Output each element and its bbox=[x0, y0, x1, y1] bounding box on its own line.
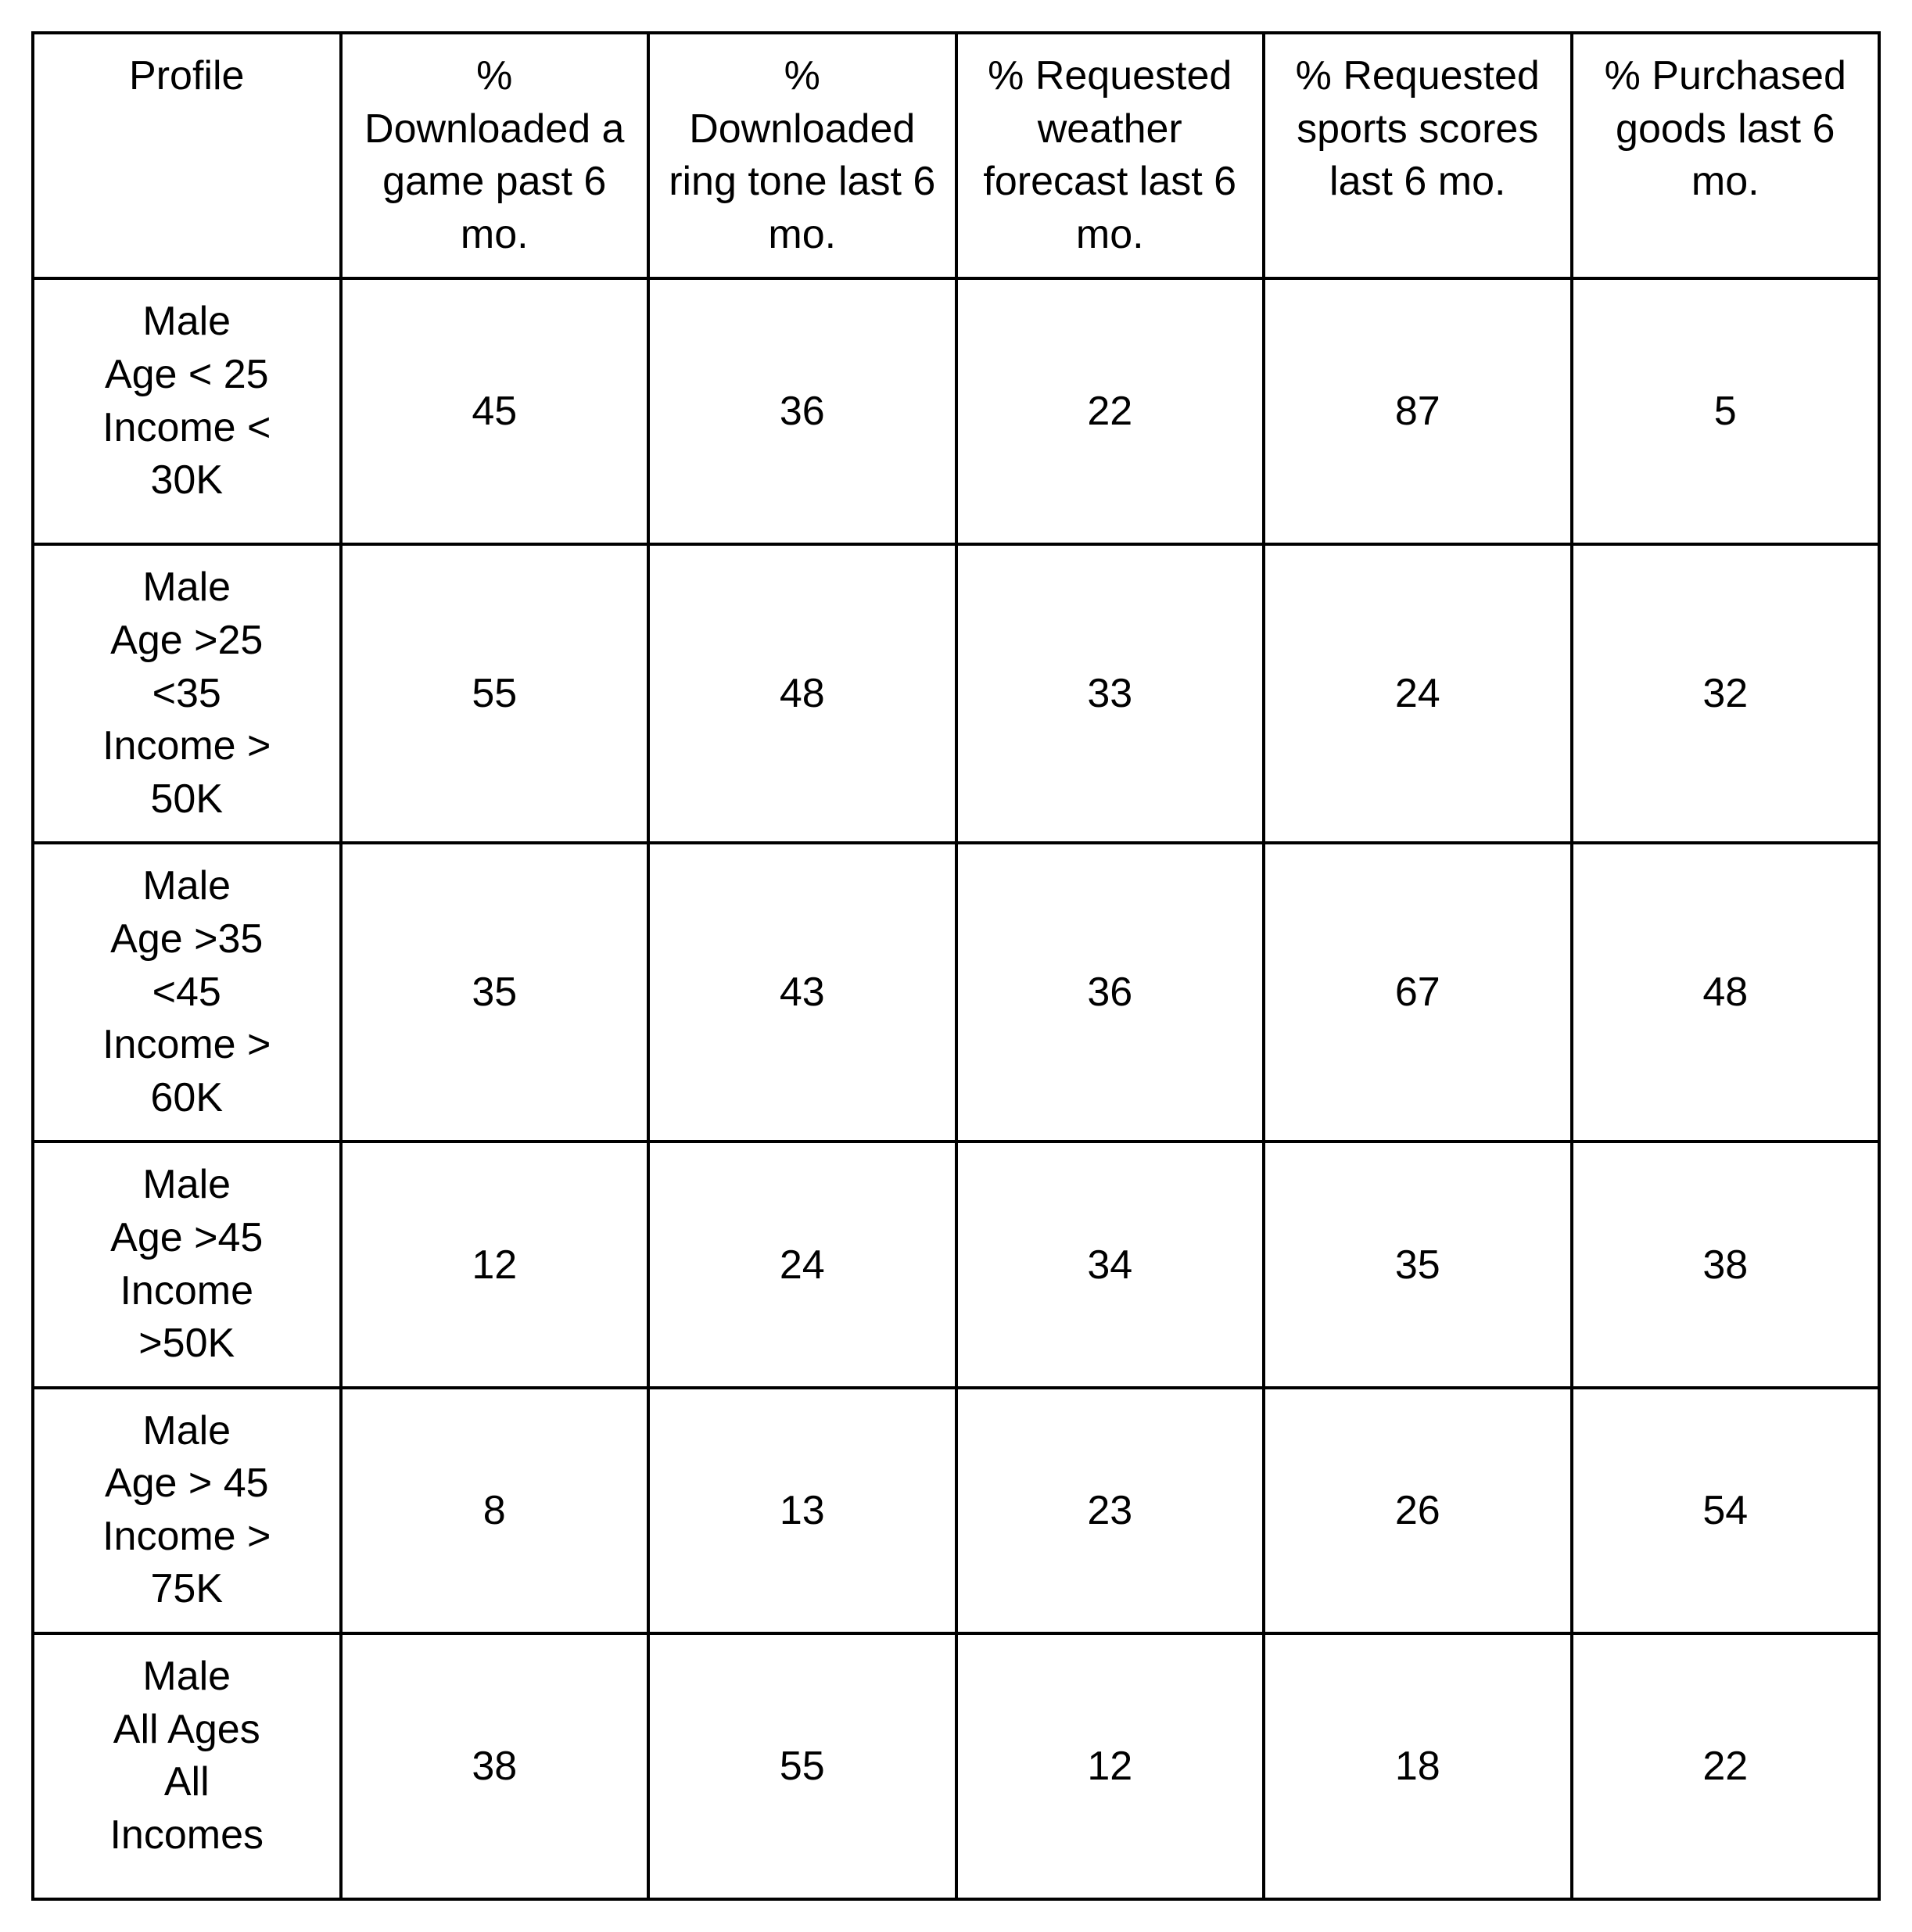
cell-value: 12 bbox=[1087, 1744, 1132, 1789]
cell-value: 8 bbox=[483, 1488, 506, 1533]
cell-value: 35 bbox=[472, 970, 517, 1015]
value-cell: 55 bbox=[341, 544, 649, 843]
header-downloaded-game: % Downloaded a game past 6 mo. bbox=[341, 33, 649, 278]
header-label: % Purchased goods last 6 mo. bbox=[1605, 53, 1846, 204]
value-cell: 5 bbox=[1572, 278, 1880, 544]
value-cell: 24 bbox=[1264, 544, 1572, 843]
table-row: Male Age >45 Income >50K 12 24 34 35 38 bbox=[33, 1142, 1879, 1387]
value-cell: 32 bbox=[1572, 544, 1880, 843]
cell-value: 12 bbox=[472, 1242, 517, 1288]
cell-value: 23 bbox=[1087, 1488, 1132, 1533]
cell-value: 22 bbox=[1702, 1744, 1748, 1789]
profile-cell: Male Age >35 <45 Income > 60K bbox=[33, 843, 341, 1142]
value-cell: 87 bbox=[1264, 278, 1572, 544]
cell-value: 38 bbox=[472, 1744, 517, 1789]
value-cell: 55 bbox=[648, 1633, 956, 1899]
value-cell: 8 bbox=[341, 1388, 649, 1633]
header-label: % Requested sports scores last 6 mo. bbox=[1296, 53, 1540, 204]
header-profile: Profile bbox=[33, 33, 341, 278]
profile-text: Male Age < 25 Income < 30K bbox=[102, 299, 271, 503]
header-label: % Downloaded a game past 6 mo. bbox=[364, 53, 624, 257]
cell-value: 36 bbox=[1087, 970, 1132, 1015]
value-cell: 48 bbox=[648, 544, 956, 843]
cell-value: 38 bbox=[1702, 1242, 1748, 1288]
table-row: Male All Ages All Incomes 38 55 12 18 22 bbox=[33, 1633, 1879, 1899]
profile-text: Male Age >25 <35 Income > 50K bbox=[102, 565, 271, 821]
header-row: Profile % Downloaded a game past 6 mo. %… bbox=[33, 33, 1879, 278]
cell-value: 87 bbox=[1395, 389, 1440, 434]
value-cell: 22 bbox=[1572, 1633, 1880, 1899]
cell-value: 5 bbox=[1714, 389, 1737, 434]
cell-value: 54 bbox=[1702, 1488, 1748, 1533]
profile-cell: Male Age > 45 Income > 75K bbox=[33, 1388, 341, 1633]
value-cell: 38 bbox=[1572, 1142, 1880, 1387]
cell-value: 48 bbox=[780, 671, 825, 716]
cell-value: 13 bbox=[780, 1488, 825, 1533]
header-downloaded-ringtone: % Downloaded ring tone last 6 mo. bbox=[648, 33, 956, 278]
header-requested-weather: % Requested weather forecast last 6 mo. bbox=[956, 33, 1265, 278]
cell-value: 24 bbox=[1395, 671, 1440, 716]
value-cell: 54 bbox=[1572, 1388, 1880, 1633]
value-cell: 35 bbox=[341, 843, 649, 1142]
profile-text: Male Age >45 Income >50K bbox=[110, 1162, 263, 1366]
header-label: Profile bbox=[129, 53, 244, 99]
value-cell: 48 bbox=[1572, 843, 1880, 1142]
value-cell: 13 bbox=[648, 1388, 956, 1633]
profile-text: Male Age >35 <45 Income > 60K bbox=[102, 863, 271, 1120]
cell-value: 35 bbox=[1395, 1242, 1440, 1288]
cell-value: 55 bbox=[780, 1744, 825, 1789]
cell-value: 36 bbox=[780, 389, 825, 434]
value-cell: 34 bbox=[956, 1142, 1265, 1387]
table-row: Male Age >35 <45 Income > 60K 35 43 36 6… bbox=[33, 843, 1879, 1142]
value-cell: 12 bbox=[341, 1142, 649, 1387]
value-cell: 43 bbox=[648, 843, 956, 1142]
table-row: Male Age >25 <35 Income > 50K 55 48 33 2… bbox=[33, 544, 1879, 843]
value-cell: 12 bbox=[956, 1633, 1265, 1899]
profile-cell: Male Age >25 <35 Income > 50K bbox=[33, 544, 341, 843]
value-cell: 36 bbox=[648, 278, 956, 544]
value-cell: 67 bbox=[1264, 843, 1572, 1142]
value-cell: 35 bbox=[1264, 1142, 1572, 1387]
table-row: Male Age < 25 Income < 30K 45 36 22 87 5 bbox=[33, 278, 1879, 544]
profile-cell: Male Age < 25 Income < 30K bbox=[33, 278, 341, 544]
cell-value: 24 bbox=[780, 1242, 825, 1288]
cell-value: 33 bbox=[1087, 671, 1132, 716]
profile-cell: Male All Ages All Incomes bbox=[33, 1633, 341, 1899]
cell-value: 43 bbox=[780, 970, 825, 1015]
value-cell: 18 bbox=[1264, 1633, 1572, 1899]
value-cell: 23 bbox=[956, 1388, 1265, 1633]
profile-text: Male All Ages All Incomes bbox=[109, 1654, 264, 1858]
cell-value: 34 bbox=[1087, 1242, 1132, 1288]
value-cell: 26 bbox=[1264, 1388, 1572, 1633]
value-cell: 22 bbox=[956, 278, 1265, 544]
data-table: Profile % Downloaded a game past 6 mo. %… bbox=[31, 31, 1881, 1901]
value-cell: 45 bbox=[341, 278, 649, 544]
cell-value: 18 bbox=[1395, 1744, 1440, 1789]
profile-cell: Male Age >45 Income >50K bbox=[33, 1142, 341, 1387]
cell-value: 45 bbox=[472, 389, 517, 434]
cell-value: 26 bbox=[1395, 1488, 1440, 1533]
value-cell: 33 bbox=[956, 544, 1265, 843]
cell-value: 22 bbox=[1087, 389, 1132, 434]
cell-value: 67 bbox=[1395, 970, 1440, 1015]
header-label: % Downloaded ring tone last 6 mo. bbox=[669, 53, 935, 257]
value-cell: 38 bbox=[341, 1633, 649, 1899]
profile-text: Male Age > 45 Income > 75K bbox=[102, 1408, 271, 1612]
header-requested-sports: % Requested sports scores last 6 mo. bbox=[1264, 33, 1572, 278]
value-cell: 36 bbox=[956, 843, 1265, 1142]
header-label: % Requested weather forecast last 6 mo. bbox=[983, 53, 1236, 257]
cell-value: 48 bbox=[1702, 970, 1748, 1015]
cell-value: 32 bbox=[1702, 671, 1748, 716]
value-cell: 24 bbox=[648, 1142, 956, 1387]
header-purchased-goods: % Purchased goods last 6 mo. bbox=[1572, 33, 1880, 278]
cell-value: 55 bbox=[472, 671, 517, 716]
table-row: Male Age > 45 Income > 75K 8 13 23 26 54 bbox=[33, 1388, 1879, 1633]
